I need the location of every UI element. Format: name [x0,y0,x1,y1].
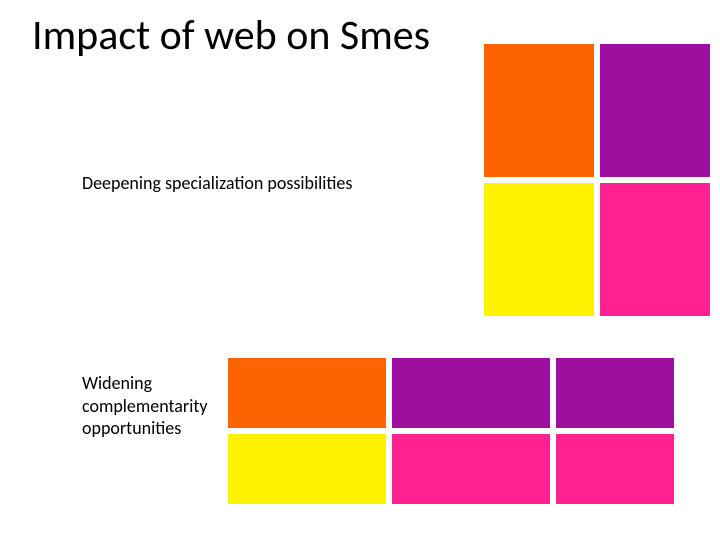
color-block [392,358,550,428]
slide: Impact of web on Smes Deepening speciali… [0,0,720,540]
color-block [556,358,674,428]
color-block [228,358,386,428]
color-block [228,434,386,504]
color-block [600,44,710,177]
color-block [600,183,710,316]
subtitle-specialization: Deepening specialization possibilities [82,172,352,194]
subtitle-complementarity: Widening complementarity opportunities [82,372,232,440]
color-block [484,183,594,316]
color-block [556,434,674,504]
color-block [392,434,550,504]
slide-title: Impact of web on Smes [32,10,430,61]
color-block [484,44,594,177]
